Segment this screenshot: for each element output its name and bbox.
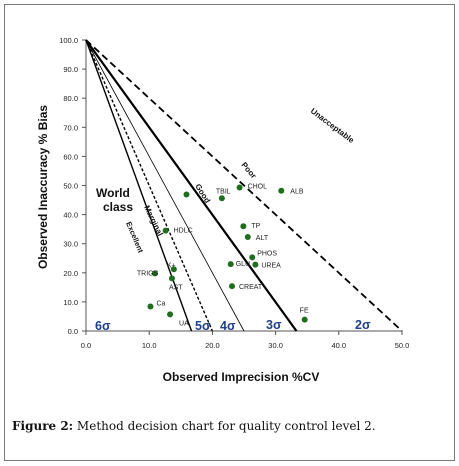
data-point-label: TBIL xyxy=(216,188,231,195)
data-point xyxy=(249,254,256,261)
figure-frame xyxy=(4,4,455,461)
data-point xyxy=(228,283,235,290)
data-point xyxy=(252,261,259,268)
region-label: Poor xyxy=(239,161,258,181)
x-tick-label: 0.0 xyxy=(81,341,91,350)
x-tick-label: 50.0 xyxy=(395,341,410,350)
data-point xyxy=(244,234,251,241)
x-tick-label: 10.0 xyxy=(142,341,157,350)
data-point-label: TP xyxy=(251,223,260,230)
data-point-label: TRIGS xyxy=(137,270,159,277)
sigma-label: 3σ xyxy=(266,318,282,332)
sigma-line-6 xyxy=(85,39,193,332)
sigma-label: 4σ xyxy=(220,319,236,333)
sigma-label: 2σ xyxy=(355,318,371,332)
data-point-label: PHOS xyxy=(257,250,277,257)
sigma-label: 5σ xyxy=(195,319,211,333)
x-axis-label: Observed Imprecision %CV xyxy=(163,370,320,384)
data-point-label: ALB xyxy=(290,189,304,196)
data-point xyxy=(301,316,308,323)
y-axis-label: Observed Inaccuracy % Bias xyxy=(36,105,50,269)
data-point xyxy=(278,187,285,194)
y-tick-label: 20.0 xyxy=(63,269,78,278)
y-tick-label: 30.0 xyxy=(63,240,78,249)
data-point-label: Ca xyxy=(156,301,165,308)
data-point-label: GLU xyxy=(236,261,250,268)
y-tick-label: 40.0 xyxy=(63,211,78,220)
y-tick-label: 10.0 xyxy=(63,298,78,307)
sigma-label: 6σ xyxy=(95,319,111,333)
y-tick-label: 50.0 xyxy=(63,182,78,191)
data-point xyxy=(162,227,169,234)
y-tick-label: 60.0 xyxy=(63,152,78,161)
data-point-label: CREAT xyxy=(239,284,263,291)
x-tick-label: 40.0 xyxy=(331,341,346,350)
data-point-label: K+ xyxy=(167,262,176,269)
y-tick-label: 80.0 xyxy=(63,94,78,103)
data-point xyxy=(218,195,225,202)
region-label-class: class xyxy=(103,200,133,214)
data-point-label: UREA xyxy=(261,263,281,270)
data-point xyxy=(151,270,158,277)
y-tick-label: 0.0 xyxy=(68,327,78,336)
sigma-line-2 xyxy=(85,39,403,332)
caption-label: Figure 2: xyxy=(12,419,74,433)
y-tick-label: 70.0 xyxy=(63,123,78,132)
sigma-line-3 xyxy=(85,39,298,332)
sigma-line-5 xyxy=(85,39,214,332)
y-tick-label: 90.0 xyxy=(63,65,78,74)
data-point-label: FE xyxy=(300,308,309,315)
sigma-line-4 xyxy=(85,39,245,332)
figure-caption: Figure 2: Method decision chart for qual… xyxy=(12,419,452,433)
data-point xyxy=(240,223,247,230)
region-label: Excellent xyxy=(124,220,145,254)
data-point xyxy=(147,303,154,310)
y-tick-label: 100.0 xyxy=(59,36,78,45)
x-tick-label: 20.0 xyxy=(205,341,220,350)
data-point xyxy=(227,261,234,268)
x-tick-label: 30.0 xyxy=(268,341,283,350)
region-label-world: World xyxy=(96,186,130,200)
region-label: Unacceptable xyxy=(309,106,356,145)
data-point-label: ALT xyxy=(256,235,269,242)
data-point xyxy=(183,191,190,198)
data-point-label: HDLC xyxy=(174,228,193,235)
data-point xyxy=(236,184,243,191)
data-point xyxy=(167,311,174,318)
caption-text: Method decision chart for quality contro… xyxy=(73,419,376,433)
method-decision-chart: Observed Inaccuracy % Bias Observed Impr… xyxy=(36,36,410,384)
data-point xyxy=(170,266,177,273)
region-label: Marginal xyxy=(142,204,165,238)
data-point-label: AST xyxy=(169,284,183,291)
data-point xyxy=(168,275,175,282)
data-point-label: CHOL xyxy=(248,184,268,191)
data-point-label: UA xyxy=(179,320,189,327)
